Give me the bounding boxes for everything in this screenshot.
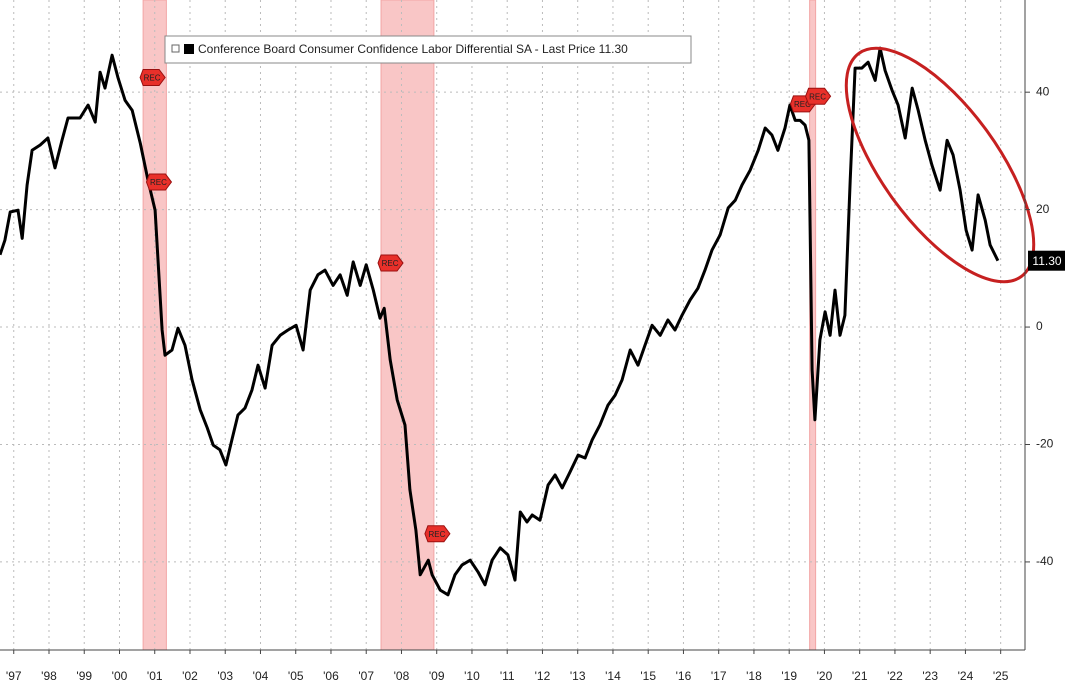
x-tick-label: '97: [6, 669, 22, 683]
x-tick-label: '16: [676, 669, 692, 683]
x-tick-label: '17: [711, 669, 727, 683]
x-tick-label: '13: [570, 669, 586, 683]
rec-label: REC: [150, 178, 167, 187]
x-tick-label: '03: [217, 669, 233, 683]
x-tick-label: '20: [817, 669, 833, 683]
data-line: [0, 46, 1000, 597]
x-tick-label: '15: [640, 669, 656, 683]
x-tick-label: '01: [147, 669, 163, 683]
x-tick-label: '99: [76, 669, 92, 683]
x-tick-label: '07: [358, 669, 374, 683]
y-tick-label: -40: [1036, 554, 1054, 568]
x-tick-label: '04: [253, 669, 269, 683]
rec-label: REC: [794, 100, 811, 109]
last-price-box: [1028, 250, 1065, 271]
rec-label: REC: [428, 530, 445, 539]
x-tick-label: '14: [605, 669, 621, 683]
x-tick-label: '18: [746, 669, 762, 683]
x-tick-label: '09: [429, 669, 445, 683]
x-tick-label: '08: [394, 669, 410, 683]
recession-bands: [142, 0, 817, 651]
legend-toggle: [171, 44, 180, 53]
rec-label: REC: [809, 92, 826, 101]
legend-box: [164, 35, 692, 64]
x-tick-label: '11: [500, 669, 515, 683]
legend: Conference Board Consumer Confidence Lab…: [164, 35, 692, 64]
x-tick-label: '22: [887, 669, 903, 683]
rec-flag: [377, 254, 404, 272]
last-price-label: 11.30: [1032, 254, 1061, 268]
y-tick-label: 40: [1036, 84, 1050, 98]
highlight-ellipse: [844, 46, 1036, 284]
rec-flag: [805, 87, 832, 105]
y-tick-label: 0: [1036, 319, 1043, 333]
x-tick-label: '21: [852, 669, 868, 683]
rec-flag: [139, 69, 166, 87]
rec-flag: [424, 525, 451, 543]
x-tick-label: '05: [288, 669, 304, 683]
x-tick-label: '19: [781, 669, 797, 683]
rec-flag: [145, 173, 173, 191]
rec-label: REC: [144, 74, 161, 83]
x-tick-label: '24: [958, 669, 974, 683]
x-tick-label: '23: [922, 669, 938, 683]
x-tick-label: '25: [993, 669, 1009, 683]
x-tick-label: '02: [182, 669, 198, 683]
x-tick-label: '06: [323, 669, 339, 683]
y-tick-label: -20: [1036, 437, 1054, 451]
x-tick-label: '98: [41, 669, 57, 683]
x-tick-label: '00: [112, 669, 128, 683]
x-tick-label: '10: [464, 669, 480, 683]
legend-swatch: [184, 44, 194, 54]
recession-band: [380, 0, 435, 651]
y-tick-label: 20: [1036, 202, 1050, 216]
plot: [0, 46, 1000, 597]
rec-label: REC: [382, 259, 399, 268]
x-tick-label: '12: [535, 669, 551, 683]
legend-label: Conference Board Consumer Confidence Lab…: [198, 42, 628, 56]
